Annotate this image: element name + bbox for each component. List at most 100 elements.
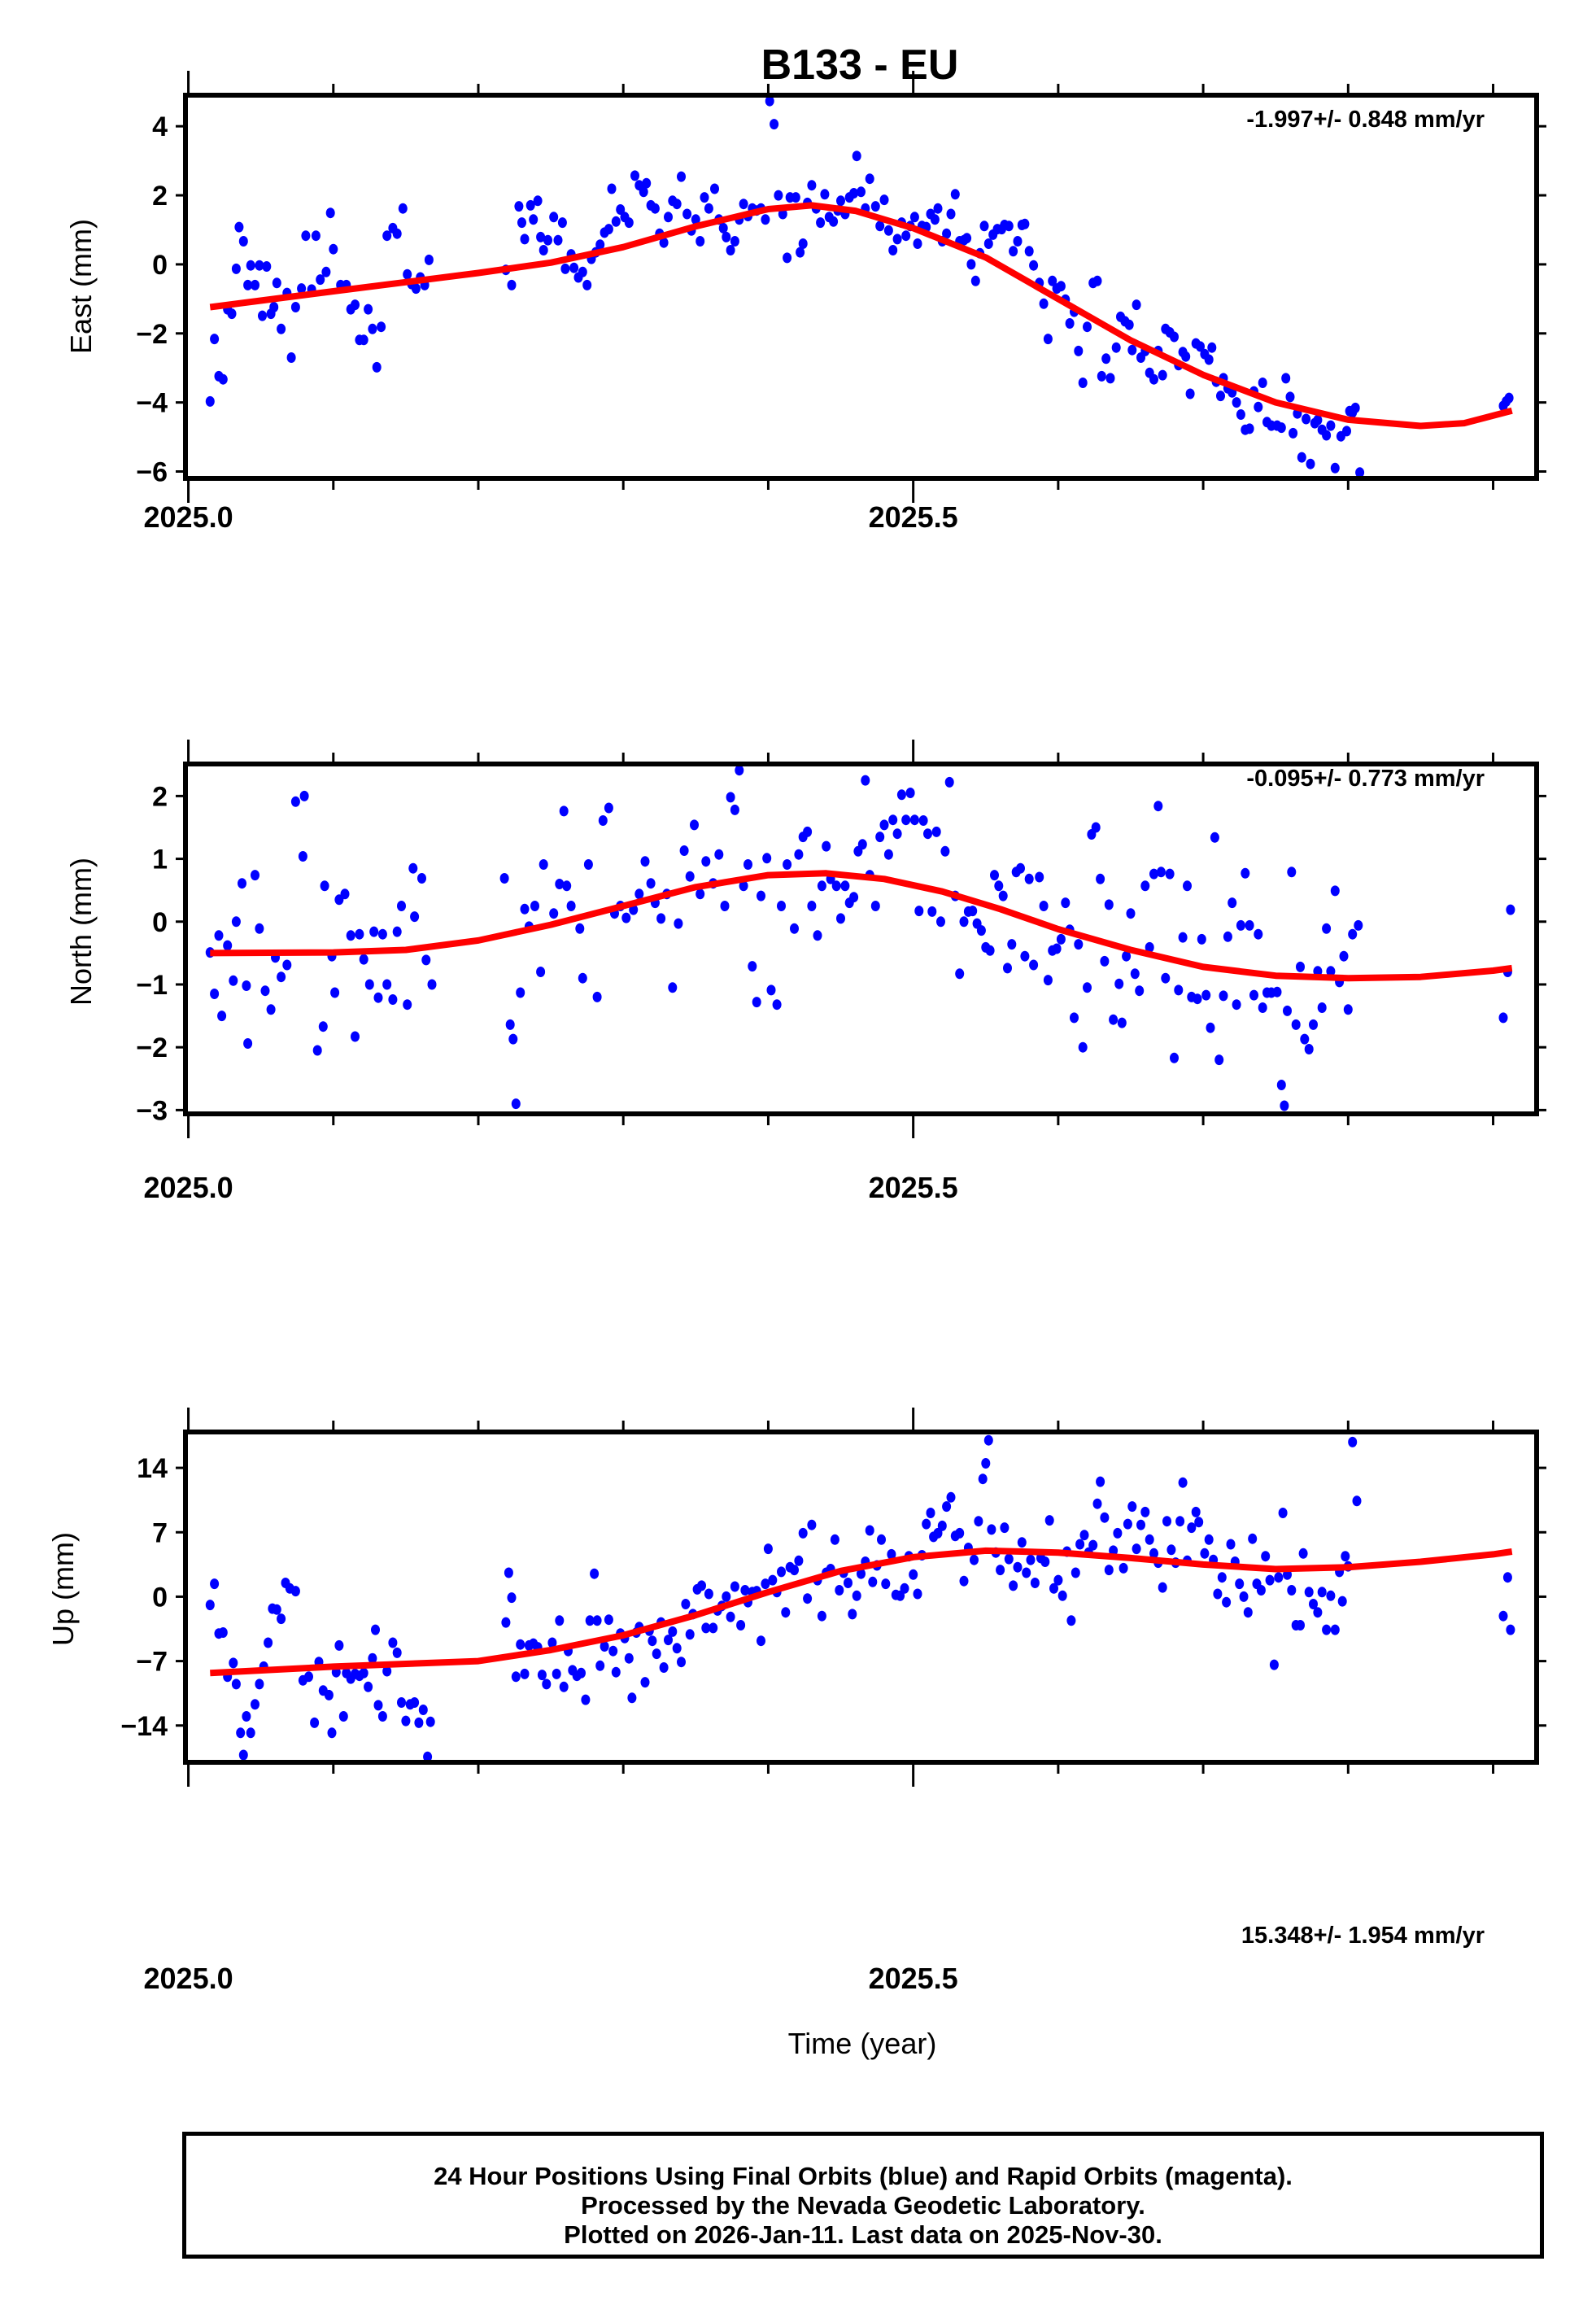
data-point [1009,1580,1018,1591]
data-point [255,1679,264,1690]
data-point [1074,939,1084,950]
data-point [1029,959,1039,971]
data-point [507,279,517,290]
data-point [933,203,943,214]
data-point [1309,1019,1318,1030]
x-tick-label: 2025.5 [869,1171,958,1204]
data-point [338,1711,348,1722]
data-point [1017,1537,1027,1548]
data-point [604,1614,613,1626]
data-point [334,1639,344,1651]
data-point [1105,373,1115,384]
data-point [652,1648,661,1660]
y-tick-label: −7 [136,1647,168,1678]
data-point [1258,378,1267,388]
data-point [1061,897,1071,909]
data-point [508,1033,518,1045]
data-point [1330,462,1340,474]
y-tick-label: 0 [152,1582,168,1613]
data-point [835,1585,844,1596]
data-point [1326,1590,1336,1601]
data-point [1145,941,1154,953]
data-point [875,220,885,232]
data-point [368,323,377,334]
data-point [504,1567,513,1578]
data-point [543,234,552,246]
data-point [611,216,621,227]
data-point [1341,1551,1350,1562]
data-point [1024,873,1034,884]
data-point [382,230,392,242]
ylabel-north: North (mm) [64,858,98,1006]
data-point [536,967,546,977]
data-point [1092,1498,1102,1509]
data-point [1039,298,1049,309]
data-point [1007,939,1017,950]
data-point [1181,351,1191,362]
data-point [836,913,845,924]
data-point [238,1749,248,1761]
data-point [1287,1585,1297,1596]
data-point [520,903,530,915]
data-point [1313,1607,1323,1618]
data-point [668,982,678,993]
data-point [1170,331,1179,343]
data-point [229,975,238,986]
data-point [950,189,960,200]
data-point [901,230,911,242]
x-tick-label: 2025.0 [144,1962,233,1995]
data-point [829,216,839,227]
data-point [552,1668,561,1679]
data-point [1022,1567,1031,1578]
data-point [246,260,255,271]
data-point [1140,880,1150,892]
data-point [277,323,286,334]
y-tick-label: −1 [136,970,168,1001]
data-point [242,1711,251,1722]
data-point [736,1620,746,1631]
data-point [664,212,673,223]
data-point [1004,1553,1014,1565]
data-point [807,1519,817,1530]
data-point [583,859,593,870]
data-point [1109,1014,1119,1025]
y-tick-label: 2 [152,181,168,212]
data-point [1020,218,1030,229]
data-point [681,1599,691,1609]
data-point [1178,932,1188,943]
data-point [714,849,724,860]
data-point [974,1516,983,1527]
data-point [962,233,972,244]
data-point [664,1635,673,1646]
data-point [255,260,264,271]
data-point [1217,1572,1227,1583]
data-point [397,1697,406,1708]
data-point [258,310,267,321]
data-point [844,1578,853,1588]
data-point [778,208,787,220]
data-point [1124,319,1134,330]
data-point [1506,904,1515,915]
data-point [1248,1533,1258,1544]
data-point [1009,246,1018,257]
chart-title: B133 - EU [761,41,959,89]
data-point [798,1527,808,1539]
data-point [282,959,292,971]
data-point [427,979,437,990]
data-point [1020,950,1030,962]
data-point [1127,344,1137,356]
data-point [1149,1548,1158,1559]
data-point [1342,426,1351,437]
data-point [1261,1551,1271,1562]
data-point [608,1645,618,1657]
data-point [1256,1585,1266,1596]
data-point [290,796,300,807]
data-point [320,880,329,892]
data-point [234,221,244,233]
data-point [1175,1516,1185,1527]
data-point [595,239,605,251]
data-point [704,203,713,214]
data-point [1070,1012,1079,1024]
data-point [1196,341,1205,352]
data-point [1339,950,1349,962]
